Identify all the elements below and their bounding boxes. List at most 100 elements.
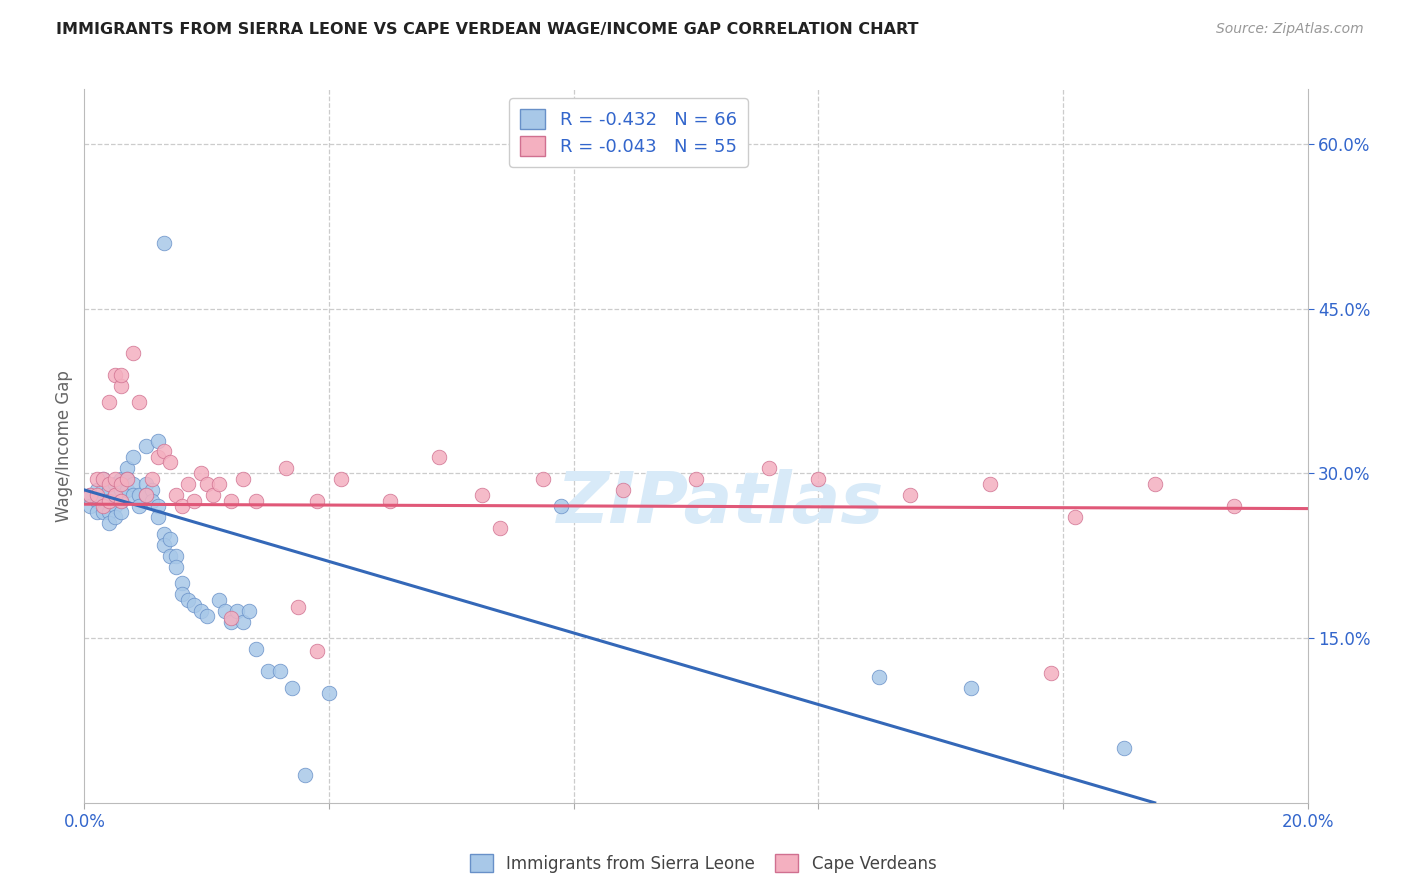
Point <box>219 494 242 508</box>
Text: ZIPatlas: ZIPatlas <box>557 468 884 538</box>
Point <box>489 521 512 535</box>
Point <box>135 477 157 491</box>
Point <box>153 538 176 552</box>
Point <box>128 395 150 409</box>
Point <box>172 500 194 514</box>
Point <box>165 549 187 563</box>
Point <box>159 533 181 547</box>
Point <box>172 587 194 601</box>
Point <box>898 488 921 502</box>
Point <box>758 461 780 475</box>
Point <box>104 488 127 502</box>
Point <box>110 505 132 519</box>
Point <box>104 472 127 486</box>
Text: Source: ZipAtlas.com: Source: ZipAtlas.com <box>1216 22 1364 37</box>
Point <box>245 494 267 508</box>
Point <box>869 669 891 683</box>
Point <box>135 488 157 502</box>
Point <box>79 500 101 514</box>
Point <box>427 450 450 464</box>
Point <box>122 477 145 491</box>
Point <box>281 681 304 695</box>
Point <box>195 477 218 491</box>
Point <box>91 483 114 497</box>
Point <box>232 615 254 629</box>
Point <box>685 472 707 486</box>
Point <box>208 477 231 491</box>
Point <box>110 368 132 382</box>
Point <box>807 472 830 486</box>
Point <box>318 686 340 700</box>
Point <box>135 439 157 453</box>
Point <box>91 505 114 519</box>
Point <box>115 483 138 497</box>
Y-axis label: Wage/Income Gap: Wage/Income Gap <box>55 370 73 522</box>
Point <box>380 494 402 508</box>
Point <box>1064 510 1087 524</box>
Point <box>330 472 353 486</box>
Legend: R = -0.432   N = 66, R = -0.043   N = 55: R = -0.432 N = 66, R = -0.043 N = 55 <box>509 98 748 167</box>
Point <box>86 483 108 497</box>
Point <box>159 549 181 563</box>
Point <box>201 488 224 502</box>
Point <box>104 488 127 502</box>
Point <box>165 559 187 574</box>
Point <box>245 642 267 657</box>
Point <box>146 510 169 524</box>
Point <box>79 488 101 502</box>
Point <box>110 483 132 497</box>
Point <box>287 600 309 615</box>
Point <box>294 768 316 782</box>
Point <box>177 592 200 607</box>
Point <box>208 592 231 607</box>
Point <box>110 472 132 486</box>
Point <box>269 664 291 678</box>
Point <box>183 598 205 612</box>
Point <box>97 505 120 519</box>
Point <box>153 235 176 250</box>
Point <box>128 500 150 514</box>
Point <box>97 395 120 409</box>
Point <box>550 500 572 514</box>
Point <box>110 477 132 491</box>
Point <box>141 472 163 486</box>
Point <box>219 615 242 629</box>
Point <box>115 472 138 486</box>
Point <box>122 345 145 359</box>
Point <box>97 494 120 508</box>
Point <box>276 461 298 475</box>
Point <box>257 664 280 678</box>
Point <box>104 368 127 382</box>
Point <box>165 488 187 502</box>
Point <box>146 500 169 514</box>
Point <box>141 483 163 497</box>
Point <box>305 494 328 508</box>
Point <box>232 472 254 486</box>
Point <box>1143 477 1166 491</box>
Point <box>612 483 634 497</box>
Point <box>86 505 108 519</box>
Point <box>177 477 200 491</box>
Point <box>97 494 120 508</box>
Point <box>135 488 157 502</box>
Point <box>153 526 176 541</box>
Point <box>91 472 114 486</box>
Point <box>238 604 260 618</box>
Point <box>183 494 205 508</box>
Point <box>97 483 120 497</box>
Point <box>86 488 108 502</box>
Point <box>305 644 328 658</box>
Point <box>1223 500 1246 514</box>
Point <box>97 516 120 530</box>
Point <box>960 681 983 695</box>
Point <box>979 477 1001 491</box>
Point <box>122 488 145 502</box>
Point <box>214 604 236 618</box>
Point <box>97 477 120 491</box>
Point <box>86 494 108 508</box>
Point <box>104 477 127 491</box>
Point <box>219 611 242 625</box>
Point <box>122 450 145 464</box>
Point <box>190 467 212 481</box>
Point <box>190 604 212 618</box>
